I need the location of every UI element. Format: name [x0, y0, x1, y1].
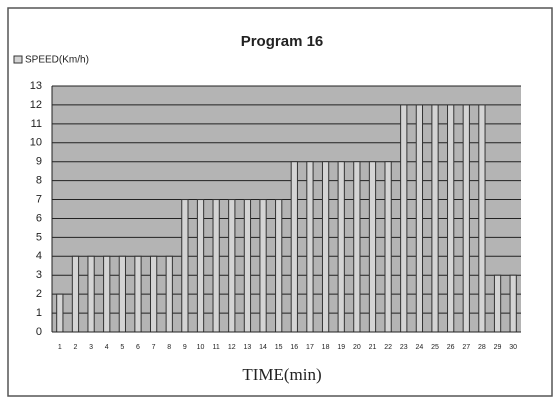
x-tick-label: 13: [244, 344, 252, 351]
bar: [400, 104, 408, 333]
x-tick-label: 19: [337, 344, 345, 351]
y-tick-label: 2: [36, 288, 42, 300]
chart-title: Program 16: [241, 33, 324, 50]
x-axis-label: TIME(min): [242, 365, 321, 384]
y-tick-label: 11: [31, 118, 42, 130]
bar: [321, 161, 330, 333]
x-tick-label: 20: [353, 344, 361, 351]
x-tick-label: 14: [259, 344, 267, 351]
y-tick-label: 6: [36, 212, 42, 224]
x-tick-label: 12: [228, 344, 236, 351]
bar: [431, 104, 439, 333]
x-tick-label: 30: [509, 344, 517, 351]
bar: [212, 199, 220, 333]
x-tick-label: 28: [478, 344, 486, 351]
y-tick-label: 12: [30, 99, 42, 111]
x-tick-label: 24: [415, 344, 423, 351]
x-tick-label: 27: [462, 344, 470, 351]
bar: [478, 104, 486, 333]
bar: [134, 255, 142, 333]
y-tick-label: 9: [36, 156, 42, 168]
bar: [337, 161, 345, 333]
bar: [71, 255, 80, 333]
x-tick-label: 21: [369, 344, 377, 351]
legend-label: SPEED(Km/h): [25, 55, 89, 66]
x-tick-label: 6: [136, 344, 140, 351]
plot-area: [52, 86, 521, 332]
bar: [306, 161, 314, 333]
y-tick-label: 5: [36, 231, 42, 243]
bar: [462, 104, 470, 333]
y-tick-label: 8: [36, 175, 42, 187]
x-tick-label: 2: [73, 344, 77, 351]
x-tick-label: 1: [58, 344, 62, 351]
x-tick-label: 3: [89, 344, 93, 351]
legend-swatch: [13, 55, 23, 64]
x-tick-label: 4: [105, 344, 109, 351]
x-tick-label: 26: [447, 344, 455, 351]
bar: [56, 293, 64, 333]
bar: [384, 161, 392, 333]
y-tick-label: 7: [36, 193, 42, 205]
x-tick-label: 23: [400, 344, 408, 351]
bar: [290, 161, 298, 333]
bar: [228, 199, 236, 333]
bar: [87, 255, 95, 333]
x-tick-label: 5: [120, 344, 124, 351]
bar: [165, 255, 173, 333]
x-tick-label: 18: [322, 344, 330, 351]
y-tick-label: 0: [36, 326, 42, 338]
bar: [181, 199, 189, 333]
x-tick-label: 29: [494, 344, 502, 351]
bar: [447, 104, 455, 333]
bar: [118, 255, 126, 333]
bar: [149, 255, 158, 333]
x-tick-label: 11: [213, 344, 220, 351]
bar: [275, 199, 283, 333]
y-tick-label: 1: [36, 307, 42, 319]
bar: [259, 199, 267, 333]
bar: [509, 274, 517, 333]
y-tick-label: 10: [30, 137, 42, 149]
x-tick-label: 17: [306, 344, 314, 351]
bar: [196, 199, 205, 333]
x-tick-label: 8: [167, 344, 171, 351]
x-tick-label: 25: [431, 344, 439, 351]
bar: [493, 274, 502, 333]
x-tick-label: 16: [290, 344, 298, 351]
x-tick-label: 7: [152, 344, 156, 351]
x-tick-label: 9: [183, 344, 187, 351]
bar: [368, 161, 377, 333]
x-tick-label: 15: [275, 344, 283, 351]
bar: [415, 104, 424, 333]
x-tick-label: 22: [384, 344, 392, 351]
y-tick-label: 13: [30, 80, 42, 92]
bar: [103, 255, 111, 333]
x-tick-label: 10: [197, 344, 205, 351]
bar: [353, 161, 361, 333]
y-tick-label: 3: [36, 269, 42, 281]
y-tick-label: 4: [36, 250, 42, 262]
bar: [243, 199, 252, 333]
